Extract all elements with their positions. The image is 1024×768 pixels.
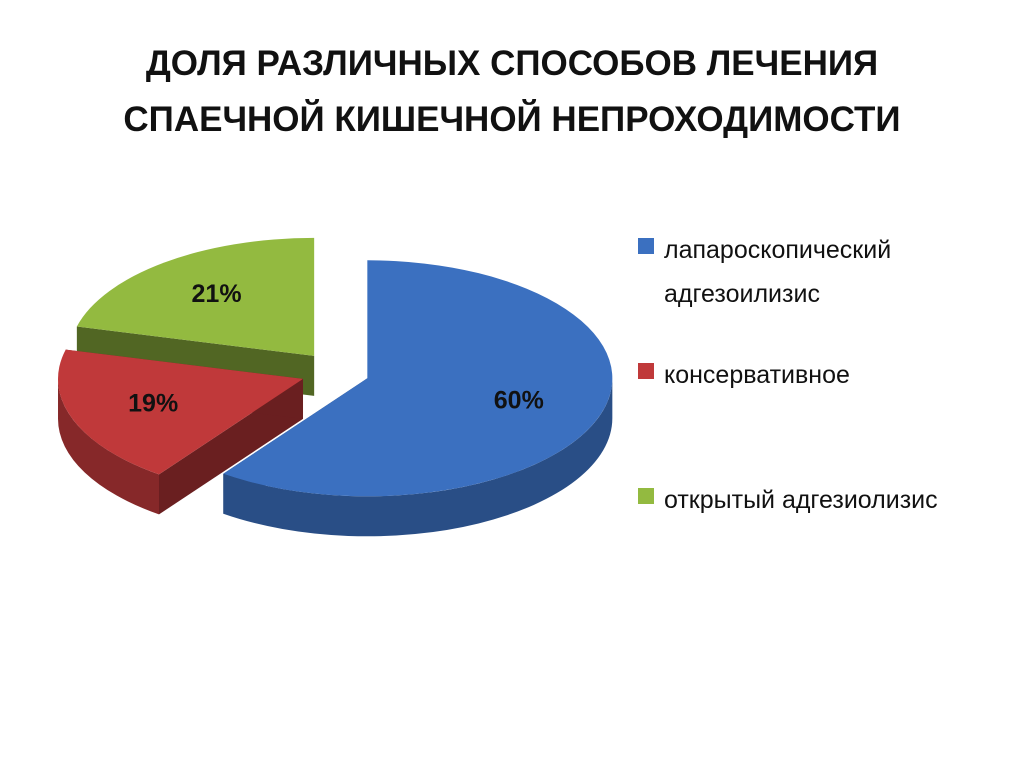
legend-item: консервативное <box>638 353 968 478</box>
chart-title: ДОЛЯ РАЗЛИЧНЫХ СПОСОБОВ ЛЕЧЕНИЯ СПАЕЧНОЙ… <box>123 44 901 139</box>
legend-label: консервативное <box>664 361 850 389</box>
legend: лапароскопический адгезоилизис консервати… <box>638 228 968 603</box>
legend-swatch <box>638 488 654 504</box>
legend-label: лапароскопический адгезоилизис <box>664 236 892 308</box>
pie-slice <box>223 260 613 537</box>
data-label: 21% <box>192 280 242 308</box>
data-label: 60% <box>494 387 544 415</box>
slice-wall <box>58 378 160 515</box>
legend-item: открытый адгезиолизис <box>638 478 968 603</box>
slice-top <box>223 260 613 497</box>
legend-swatch <box>638 238 654 254</box>
legend-label: открытый адгезиолизис <box>664 486 938 514</box>
slice-top <box>76 237 315 356</box>
legend-swatch <box>638 363 654 379</box>
slice-top <box>58 349 304 475</box>
data-label: 19% <box>128 390 178 418</box>
slice-wall <box>223 378 613 537</box>
pie-slice <box>58 349 304 515</box>
legend-item: лапароскопический адгезоилизис <box>638 228 968 353</box>
chart: 21% 60% 19% <box>58 237 613 537</box>
